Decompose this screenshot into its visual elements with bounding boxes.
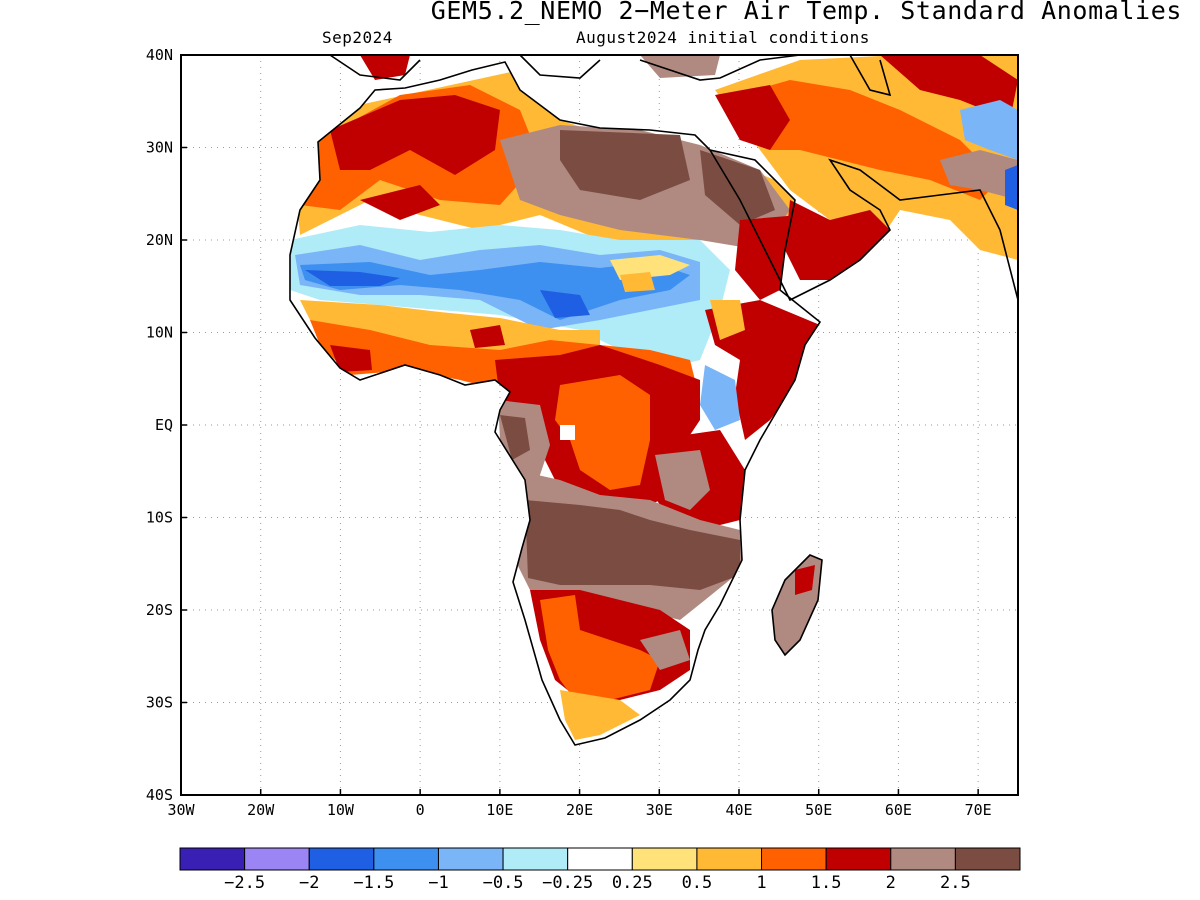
anomaly-region <box>560 130 690 200</box>
anomaly-region <box>610 255 690 280</box>
colorbar-swatch <box>761 847 827 871</box>
anomaly-region <box>795 565 815 595</box>
anomaly-region <box>550 628 578 665</box>
lat-tick-label: 30N <box>146 139 173 157</box>
anomaly-region <box>715 85 790 150</box>
colorbar-swatch <box>179 847 246 871</box>
colorbar-label: −2 <box>299 873 319 893</box>
colorbar-label: −0.25 <box>542 873 593 893</box>
forecast-month: Sep2024 <box>322 28 393 47</box>
lon-tick-label: 60E <box>885 801 912 819</box>
anomaly-region <box>640 55 720 78</box>
anomaly-region <box>785 200 890 280</box>
anomaly-region <box>470 325 505 348</box>
europe-coastline <box>329 54 801 81</box>
colorbar-swatch <box>696 847 763 871</box>
anomaly-region <box>655 450 710 510</box>
anomaly-region <box>640 630 690 670</box>
colorbar-swatch <box>631 847 698 871</box>
anomaly-region <box>500 415 530 460</box>
lat-tick-label: 40S <box>146 786 173 804</box>
lat-tick-label: 20S <box>146 601 173 619</box>
colorbar-label: 1 <box>756 873 766 893</box>
anomaly-region <box>525 500 740 590</box>
anomaly-region <box>960 100 1018 160</box>
lat-tick-label: 10N <box>146 324 173 342</box>
lon-tick-label: 30E <box>646 801 673 819</box>
lon-tick-label: 0 <box>416 801 425 819</box>
anomaly-region <box>360 55 410 80</box>
axis-ticks: 30W 20W 10W 0 10E 20E 30E 40E 50E 60E 70E 40N 30N 20N… <box>146 46 992 819</box>
colorbar-label: −1.5 <box>353 873 394 893</box>
caspian-coastline <box>849 54 892 97</box>
colorbar-swatch <box>567 847 633 871</box>
lon-tick-label: 20E <box>566 801 593 819</box>
colorbar-label: 0.25 <box>612 873 653 893</box>
lat-tick-label: 40N <box>146 46 173 64</box>
colorbar-label: 0.5 <box>682 873 713 893</box>
lon-tick-label: 20W <box>247 801 275 819</box>
colorbar-label: −0.5 <box>483 873 524 893</box>
anomaly-region <box>330 95 500 175</box>
anomaly-region <box>880 55 1018 120</box>
anomaly-shading <box>290 55 1018 745</box>
colorbar-swatch <box>825 847 892 871</box>
lon-tick-label: 50E <box>805 801 832 819</box>
lat-tick-label: 20N <box>146 231 173 249</box>
colorbar-swatch <box>437 847 504 871</box>
anomaly-region <box>700 365 740 430</box>
colorbar: −2.5 −2 −1.5 −1 −0.5 −0.25 0.25 0.5 1 1.5 2 2.5 <box>179 847 1021 893</box>
anomaly-region <box>1005 165 1018 210</box>
colorbar-label: 2 <box>886 873 896 893</box>
lon-tick-label: 30W <box>167 801 195 819</box>
chart-title: GEM5.2_NEMO 2−Meter Air Temp. Standard A… <box>430 0 1182 25</box>
colorbar-swatch <box>244 847 310 871</box>
anomaly-region <box>700 150 775 225</box>
colorbar-swatch <box>954 847 1021 871</box>
initial-conditions-label: August2024 initial conditions <box>576 28 870 47</box>
coastlines <box>289 54 1019 746</box>
anomaly-region <box>555 375 650 490</box>
colorbar-swatch <box>890 847 956 871</box>
colorbar-swatch <box>308 847 375 871</box>
anomaly-region <box>330 345 372 372</box>
anomaly-region <box>710 300 745 340</box>
anomaly-region <box>300 262 690 320</box>
anomaly-region <box>305 270 400 286</box>
colorbar-label: 1.5 <box>811 873 842 893</box>
colorbar-swatch <box>373 847 439 871</box>
anomaly-region <box>560 690 640 740</box>
lon-tick-label: 70E <box>965 801 992 819</box>
anomaly-region <box>720 80 1000 200</box>
lat-tick-label: EQ <box>155 416 173 434</box>
anomaly-region <box>705 300 820 440</box>
colorbar-swatch <box>502 847 569 871</box>
lat-tick-label: 30S <box>146 694 173 712</box>
madagascar-coastline <box>771 554 823 657</box>
lon-tick-label: 10W <box>327 801 355 819</box>
lon-tick-label: 40E <box>725 801 752 819</box>
africa-coastline <box>289 61 822 746</box>
colorbar-label: −2.5 <box>224 873 265 893</box>
anomaly-region <box>620 272 655 292</box>
lat-tick-label: 10S <box>146 509 173 527</box>
colorbar-label: 2.5 <box>940 873 971 893</box>
anomaly-region <box>540 290 590 318</box>
anomaly-region <box>540 595 660 700</box>
anomaly-region <box>940 150 1018 200</box>
arabia-coastline <box>709 149 1019 302</box>
colorbar-label: −1 <box>428 873 448 893</box>
anomaly-region <box>560 425 575 440</box>
lon-tick-label: 10E <box>486 801 513 819</box>
anomaly-region <box>360 185 440 220</box>
